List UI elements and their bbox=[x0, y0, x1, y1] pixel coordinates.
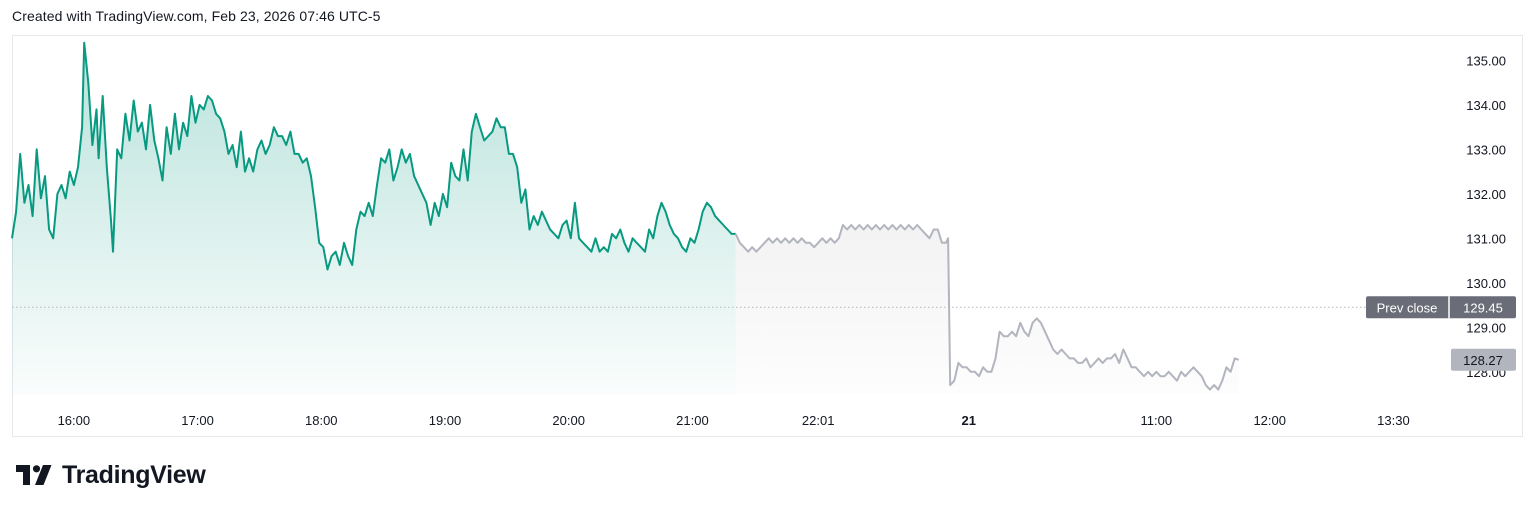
x-tick-label: 20:00 bbox=[552, 413, 585, 428]
extended-session-line bbox=[734, 224, 1240, 391]
y-tick-label: 132.00 bbox=[1466, 187, 1506, 202]
tradingview-logo-icon bbox=[16, 465, 52, 485]
y-tick-label: 130.00 bbox=[1466, 276, 1506, 291]
regular-session-line bbox=[11, 41, 736, 271]
y-tick-label: 133.00 bbox=[1466, 142, 1506, 157]
regular-session-area bbox=[12, 42, 736, 394]
prev-close-value: 129.45 bbox=[1463, 300, 1503, 315]
created-with-note: Created with TradingView.com, Feb 23, 20… bbox=[12, 8, 381, 24]
x-tick-label: 12:00 bbox=[1253, 413, 1286, 428]
extended-session-area bbox=[735, 225, 1239, 394]
x-tick-label: 22:01 bbox=[802, 413, 835, 428]
y-tick-label: 135.00 bbox=[1466, 53, 1506, 68]
x-tick-label: 16:00 bbox=[58, 413, 91, 428]
brand-name: TradingView bbox=[62, 460, 206, 489]
x-tick-label: 17:00 bbox=[181, 413, 214, 428]
prev-close-label: Prev close bbox=[1377, 300, 1438, 315]
brand: TradingView bbox=[16, 458, 206, 492]
last-price-value: 128.27 bbox=[1463, 353, 1503, 368]
x-tick-label: 21 bbox=[961, 413, 975, 428]
y-tick-label: 131.00 bbox=[1466, 231, 1506, 246]
x-tick-label: 13:30 bbox=[1377, 413, 1410, 428]
x-tick-label: 18:00 bbox=[305, 413, 338, 428]
x-tick-label: 21:00 bbox=[676, 413, 709, 428]
y-tick-label: 134.00 bbox=[1466, 98, 1506, 113]
x-tick-label: 11:00 bbox=[1141, 413, 1173, 428]
prev-close-badge: Prev close 129.45 bbox=[1366, 296, 1516, 319]
x-tick-label: 19:00 bbox=[429, 413, 462, 428]
last-price-badge: 128.27 bbox=[1451, 348, 1516, 371]
y-tick-label: 129.00 bbox=[1466, 320, 1506, 335]
